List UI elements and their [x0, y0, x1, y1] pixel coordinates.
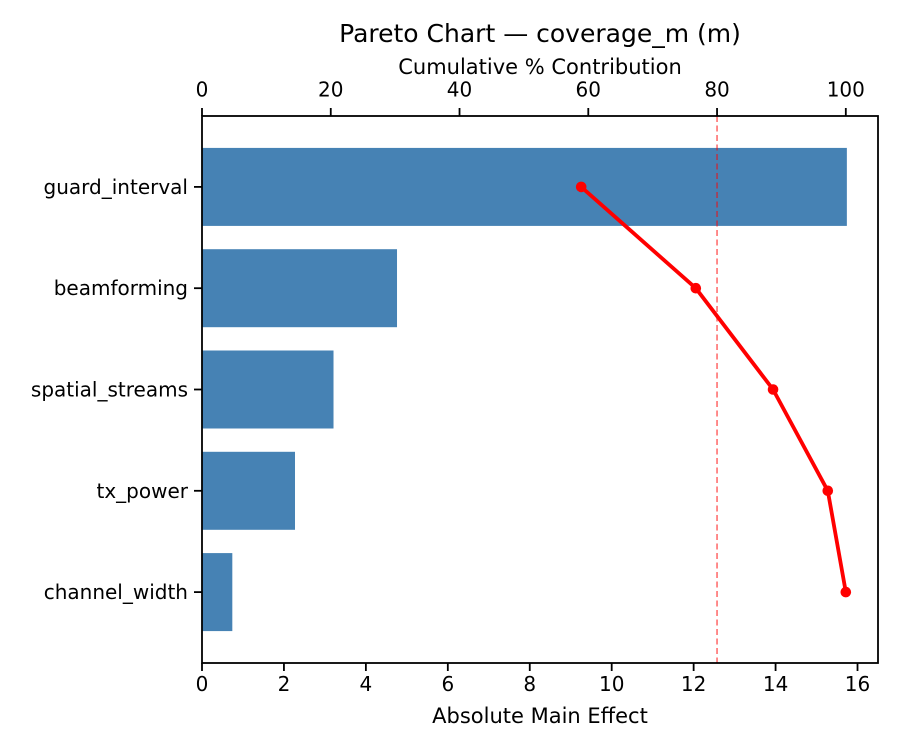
bottom-tick-label: 10 [599, 672, 624, 696]
top-axis-label: Cumulative % Contribution [398, 55, 682, 79]
category-label-spatial_streams: spatial_streams [31, 378, 188, 402]
bottom-axis-label: Absolute Main Effect [432, 704, 648, 728]
top-tick-label: 60 [576, 78, 601, 102]
cumulative-marker-tx_power [822, 485, 834, 497]
bar-tx_power [202, 451, 296, 530]
bottom-tick-label: 8 [523, 672, 536, 696]
top-tick-label: 40 [447, 78, 472, 102]
top-tick-label: 20 [318, 78, 343, 102]
bar-beamforming [202, 249, 398, 328]
cumulative-marker-spatial_streams [767, 384, 779, 395]
bottom-tick-label: 2 [278, 672, 291, 696]
bottom-tick-label: 0 [196, 672, 209, 696]
cumulative-marker-guard_interval [575, 181, 587, 193]
bar-spatial_streams [202, 350, 334, 429]
bottom-tick-label: 14 [763, 672, 788, 696]
bottom-tick-label: 16 [845, 672, 870, 696]
category-label-beamforming: beamforming [54, 276, 188, 300]
bar-guard_interval [202, 147, 847, 226]
cumulative-line [579, 185, 848, 594]
top-tick-label: 80 [704, 78, 729, 102]
bottom-tick-label: 12 [681, 672, 706, 696]
bottom-tick-label: 4 [360, 672, 373, 696]
cumulative-marker-beamforming [690, 282, 702, 294]
cumulative-marker-channel_width [840, 586, 852, 598]
category-label-guard_interval: guard_interval [44, 175, 188, 199]
category-label-channel_width: channel_width [44, 580, 188, 604]
chart-title: Pareto Chart — coverage_m (m) [339, 19, 741, 48]
top-tick-label: 0 [196, 78, 209, 102]
top-tick-label: 100 [827, 78, 865, 102]
category-label-tx_power: tx_power [97, 479, 189, 503]
bar-channel_width [202, 553, 233, 632]
bottom-tick-label: 6 [441, 672, 454, 696]
